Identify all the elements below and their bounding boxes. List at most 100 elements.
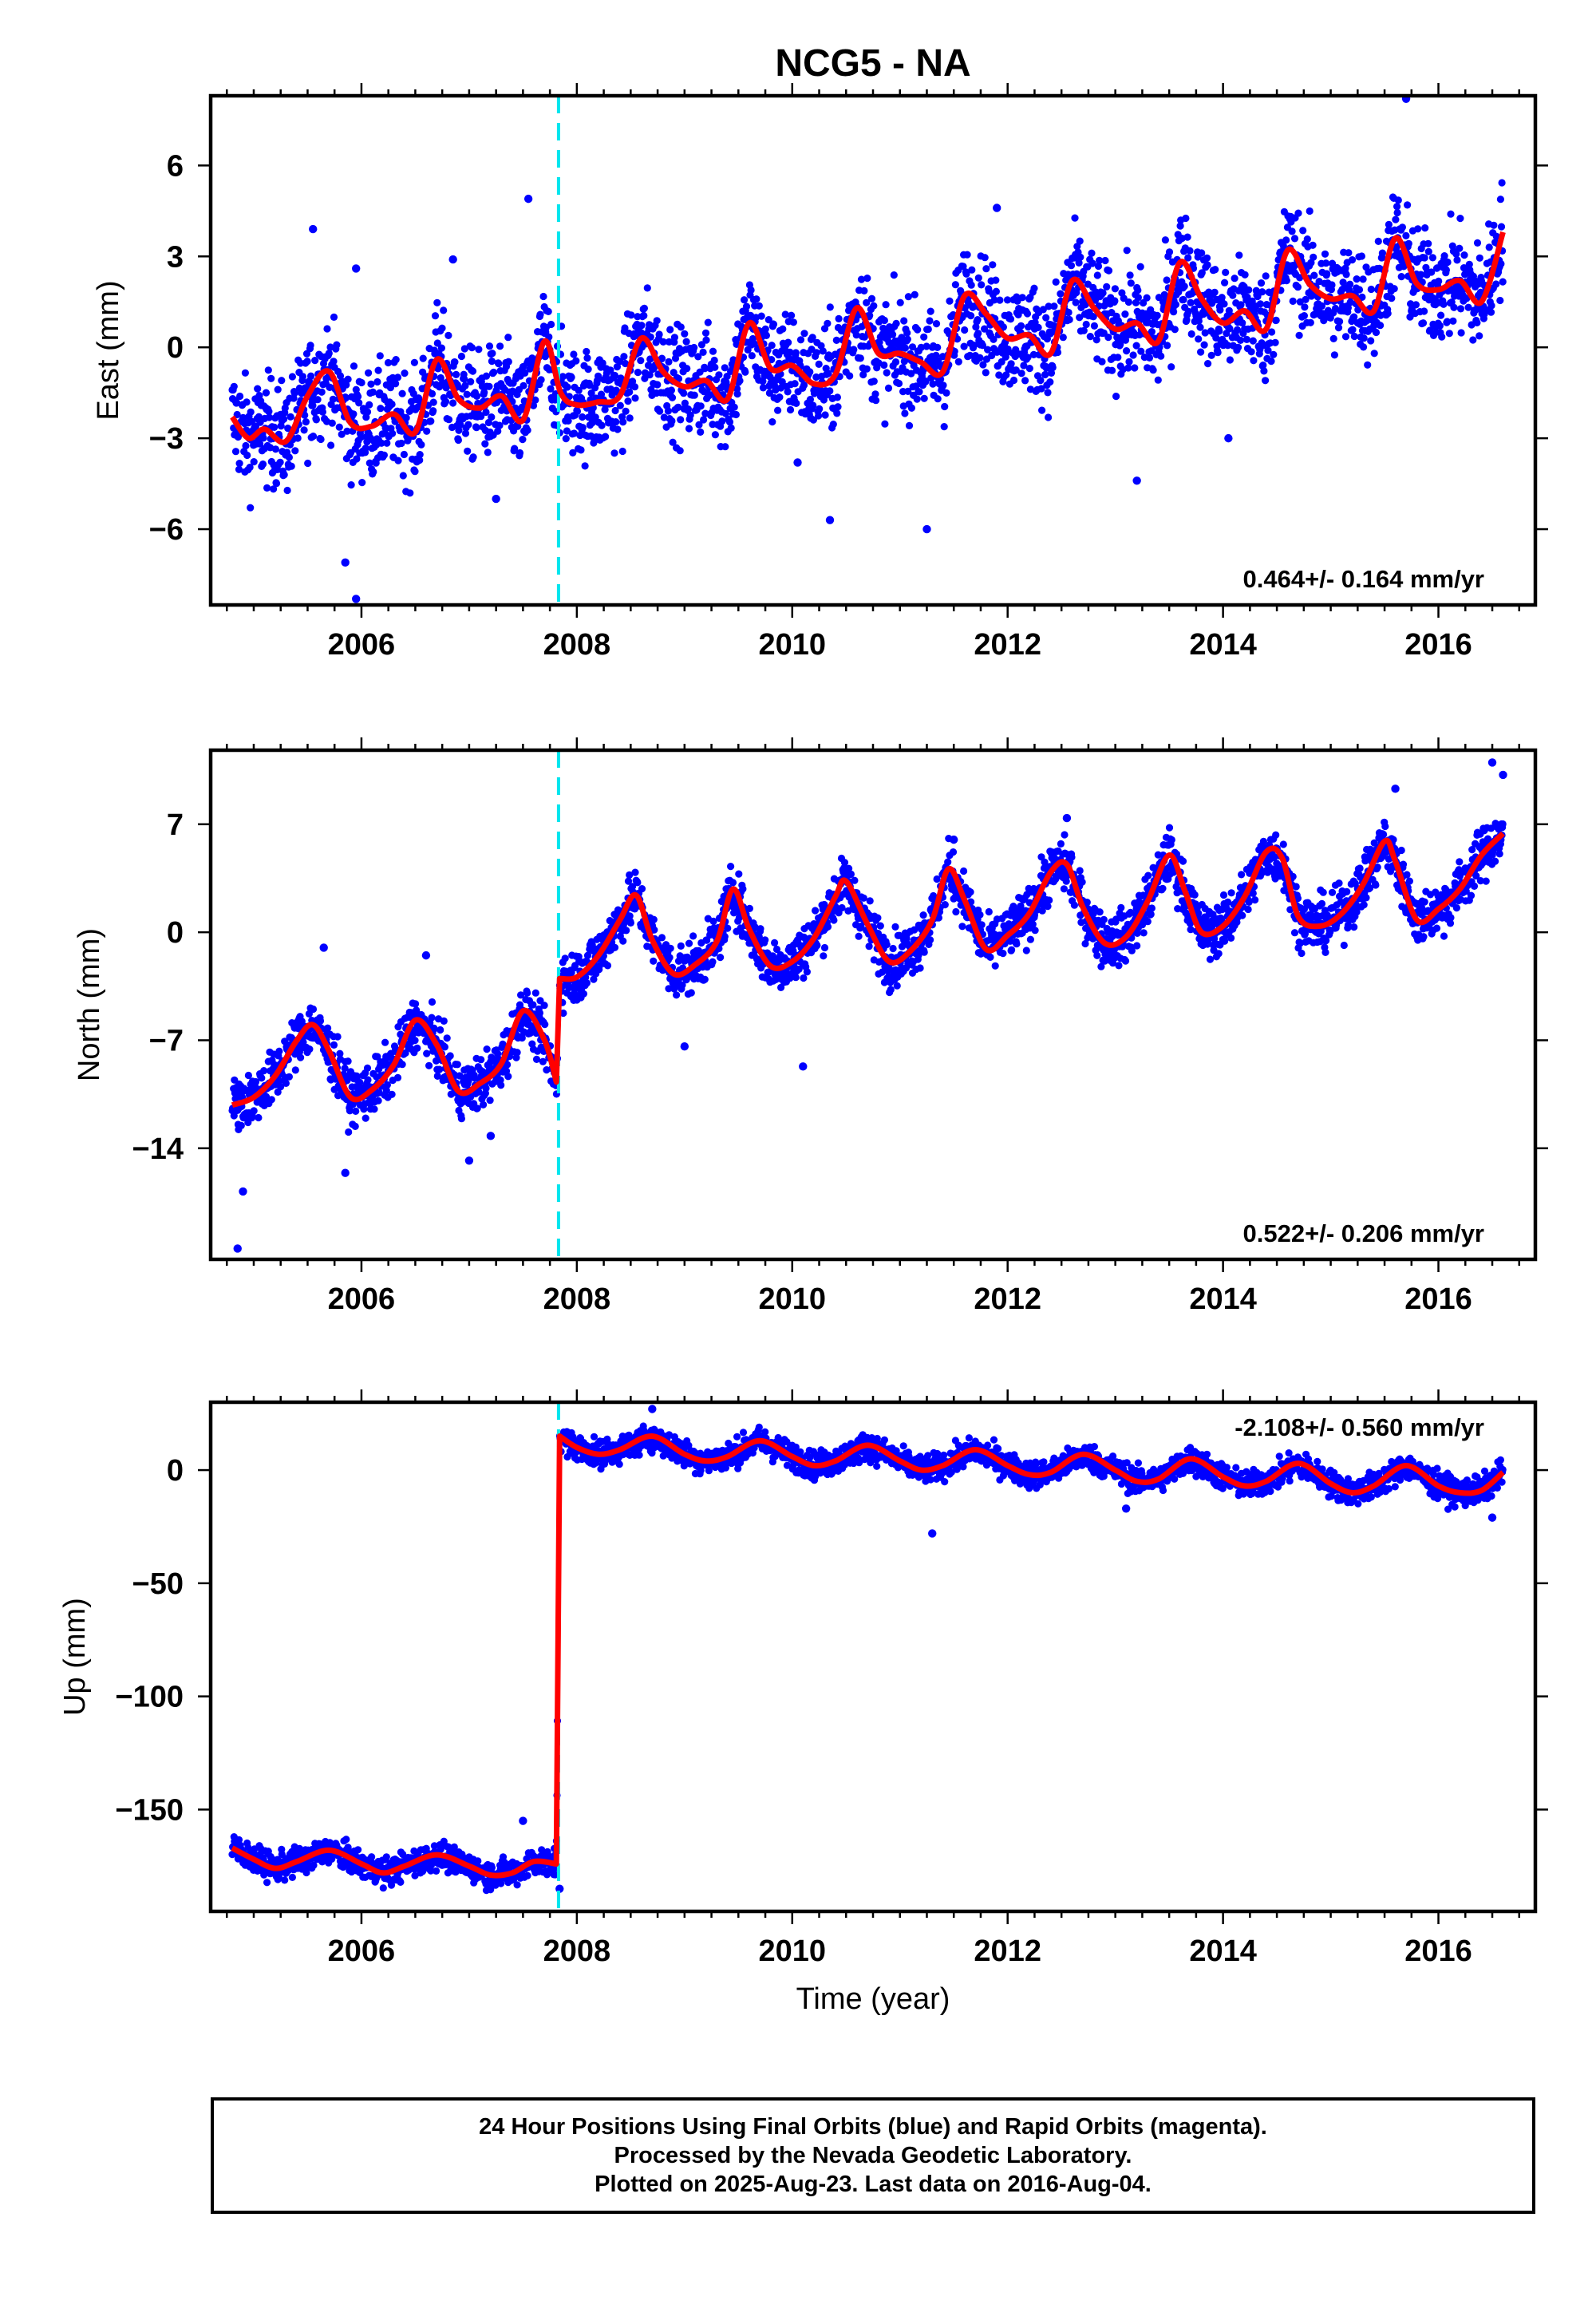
data-point bbox=[317, 435, 325, 444]
data-point bbox=[1184, 254, 1192, 262]
data-point bbox=[709, 958, 717, 966]
data-point bbox=[384, 358, 393, 367]
data-point bbox=[730, 403, 738, 411]
data-point bbox=[569, 449, 577, 457]
data-point bbox=[889, 330, 897, 338]
data-point bbox=[369, 468, 377, 476]
data-point bbox=[721, 409, 730, 417]
data-point bbox=[944, 858, 952, 866]
data-point bbox=[972, 323, 980, 331]
data-point bbox=[1201, 329, 1209, 337]
data-point bbox=[960, 867, 968, 875]
data-point bbox=[540, 1002, 548, 1010]
data-point bbox=[761, 325, 769, 333]
data-point bbox=[1384, 310, 1392, 318]
data-point bbox=[255, 392, 263, 400]
data-point bbox=[631, 394, 639, 402]
data-point bbox=[1367, 285, 1375, 294]
data-point bbox=[429, 398, 437, 406]
data-point bbox=[1165, 248, 1174, 256]
data-point bbox=[598, 421, 606, 429]
data-point bbox=[745, 904, 754, 912]
data-point bbox=[440, 1043, 449, 1051]
data-point bbox=[278, 377, 286, 385]
outlier-point bbox=[341, 558, 350, 567]
data-point bbox=[325, 350, 333, 358]
data-point bbox=[907, 370, 915, 377]
data-point bbox=[1303, 235, 1311, 243]
data-point bbox=[374, 1097, 382, 1105]
data-point bbox=[732, 410, 741, 419]
data-point bbox=[464, 421, 472, 429]
data-point bbox=[622, 407, 630, 415]
data-point bbox=[887, 986, 895, 994]
data-point bbox=[1294, 209, 1302, 217]
data-point bbox=[1464, 303, 1472, 311]
data-point bbox=[373, 1053, 381, 1061]
data-point bbox=[866, 897, 874, 905]
data-point bbox=[1440, 252, 1448, 260]
data-point bbox=[496, 342, 504, 350]
data-point bbox=[952, 907, 960, 916]
data-point bbox=[291, 447, 299, 455]
data-point bbox=[1215, 327, 1223, 335]
data-point bbox=[753, 295, 760, 303]
data-point bbox=[346, 1107, 354, 1115]
data-point bbox=[747, 286, 755, 294]
data-point bbox=[1184, 307, 1192, 315]
data-point bbox=[453, 1061, 461, 1069]
data-point bbox=[872, 397, 880, 405]
data-point bbox=[981, 325, 989, 333]
data-point bbox=[306, 342, 314, 350]
data-point bbox=[1163, 342, 1171, 350]
data-point bbox=[668, 417, 676, 425]
data-point bbox=[640, 311, 648, 320]
data-point bbox=[820, 943, 829, 952]
data-point bbox=[863, 365, 871, 373]
data-point bbox=[461, 381, 469, 389]
data-point bbox=[1123, 247, 1131, 255]
data-point bbox=[1067, 262, 1076, 270]
data-point bbox=[677, 942, 685, 950]
data-point bbox=[1125, 358, 1133, 366]
data-point bbox=[1497, 259, 1505, 268]
data-point bbox=[475, 346, 483, 354]
data-point bbox=[230, 382, 238, 390]
data-point bbox=[1086, 333, 1094, 341]
data-point bbox=[1167, 363, 1175, 371]
data-point bbox=[966, 888, 974, 896]
data-point bbox=[681, 330, 689, 338]
data-point bbox=[768, 342, 776, 350]
data-point bbox=[1404, 239, 1412, 247]
data-point bbox=[514, 422, 522, 430]
data-point bbox=[1218, 294, 1226, 302]
data-point bbox=[311, 357, 319, 365]
data-point bbox=[280, 471, 288, 479]
data-point bbox=[986, 953, 994, 961]
data-point bbox=[529, 1001, 537, 1009]
data-point bbox=[620, 353, 628, 361]
data-point bbox=[614, 425, 622, 433]
data-point bbox=[380, 451, 388, 459]
data-point bbox=[441, 397, 450, 405]
data-point bbox=[924, 325, 932, 334]
data-point bbox=[1460, 251, 1468, 259]
data-point bbox=[262, 389, 271, 397]
data-point bbox=[697, 428, 705, 437]
data-point bbox=[1108, 366, 1116, 374]
data-point bbox=[463, 390, 471, 398]
data-point bbox=[303, 358, 311, 366]
data-point bbox=[327, 441, 335, 449]
data-point bbox=[1038, 406, 1046, 414]
data-point bbox=[1104, 334, 1112, 342]
data-point bbox=[482, 1085, 490, 1093]
data-point bbox=[667, 386, 676, 394]
data-point bbox=[1170, 308, 1178, 316]
data-point bbox=[610, 943, 619, 951]
data-point bbox=[1043, 335, 1051, 343]
data-point bbox=[1456, 305, 1465, 313]
data-point bbox=[1330, 351, 1338, 359]
data-point bbox=[527, 360, 535, 369]
data-point bbox=[982, 369, 990, 377]
data-point bbox=[485, 382, 493, 390]
